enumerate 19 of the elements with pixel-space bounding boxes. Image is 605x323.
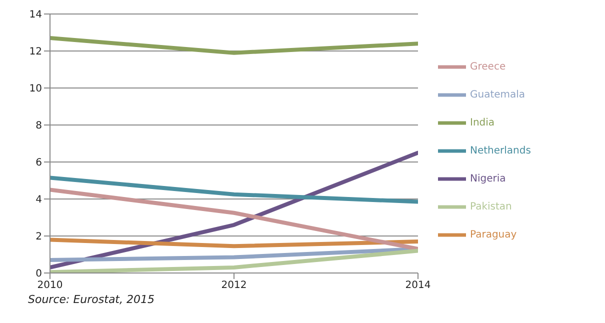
legend-label: India bbox=[470, 117, 495, 128]
y-tick-label: 6 bbox=[36, 158, 42, 169]
x-tick-label: 2010 bbox=[37, 280, 63, 292]
x-tick-label: 2014 bbox=[405, 280, 431, 292]
x-tick-label: 2012 bbox=[221, 280, 247, 292]
y-tick-label: 14 bbox=[29, 10, 42, 21]
legend-label: Nigeria bbox=[470, 173, 506, 184]
y-tick-label: 2 bbox=[36, 232, 42, 243]
legend-label: Netherlands bbox=[470, 145, 531, 156]
y-tick-label: 4 bbox=[36, 194, 42, 206]
y-tick-label: 0 bbox=[36, 268, 42, 280]
y-tick-label: 12 bbox=[29, 46, 42, 58]
y-tick-label: 10 bbox=[29, 84, 42, 95]
legend-label: Greece bbox=[470, 61, 506, 72]
source-note: Source: Eurostat, 2015 bbox=[28, 293, 156, 306]
legend-label: Guatemala bbox=[470, 89, 526, 100]
legend-label: Pakistan bbox=[470, 201, 512, 212]
y-tick-label: 8 bbox=[36, 120, 42, 132]
legend-label: Paraguay bbox=[470, 229, 517, 240]
